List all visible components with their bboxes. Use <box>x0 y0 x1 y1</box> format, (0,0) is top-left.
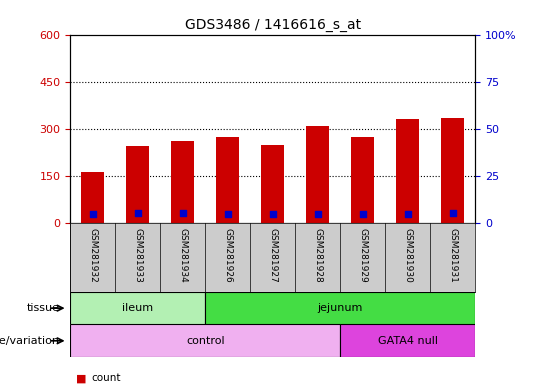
Bar <box>217 137 239 223</box>
Text: tissue: tissue <box>26 303 59 313</box>
Text: control: control <box>186 336 225 346</box>
Text: GSM281934: GSM281934 <box>178 228 187 283</box>
Text: ileum: ileum <box>122 303 153 313</box>
Point <box>448 210 457 217</box>
Text: GSM281928: GSM281928 <box>313 228 322 283</box>
Point <box>403 210 412 217</box>
Text: count: count <box>92 373 122 383</box>
Point <box>359 211 367 217</box>
Bar <box>70 292 205 324</box>
Bar <box>82 172 104 223</box>
Text: GSM281931: GSM281931 <box>448 228 457 283</box>
Bar <box>352 137 374 223</box>
Point <box>133 210 142 217</box>
Text: GSM281927: GSM281927 <box>268 228 277 283</box>
Text: GATA4 null: GATA4 null <box>377 336 438 346</box>
Point <box>224 210 232 217</box>
Bar <box>172 141 194 223</box>
Bar <box>442 118 464 223</box>
Bar <box>126 146 149 223</box>
Text: ■: ■ <box>76 373 86 383</box>
Text: GSM281933: GSM281933 <box>133 228 142 283</box>
Bar <box>340 324 475 357</box>
Text: GSM281932: GSM281932 <box>88 228 97 283</box>
Bar <box>205 292 475 324</box>
Point <box>89 210 97 217</box>
Text: genotype/variation: genotype/variation <box>0 336 59 346</box>
Text: GSM281929: GSM281929 <box>358 228 367 283</box>
Point <box>268 210 277 217</box>
Bar <box>261 145 284 223</box>
Bar <box>396 119 419 223</box>
Text: jejunum: jejunum <box>318 303 363 313</box>
Bar <box>70 324 340 357</box>
Point <box>178 210 187 217</box>
Bar <box>307 126 329 223</box>
Text: GSM281930: GSM281930 <box>403 228 412 283</box>
Point <box>313 210 322 217</box>
Title: GDS3486 / 1416616_s_at: GDS3486 / 1416616_s_at <box>185 18 361 32</box>
Text: GSM281926: GSM281926 <box>223 228 232 283</box>
